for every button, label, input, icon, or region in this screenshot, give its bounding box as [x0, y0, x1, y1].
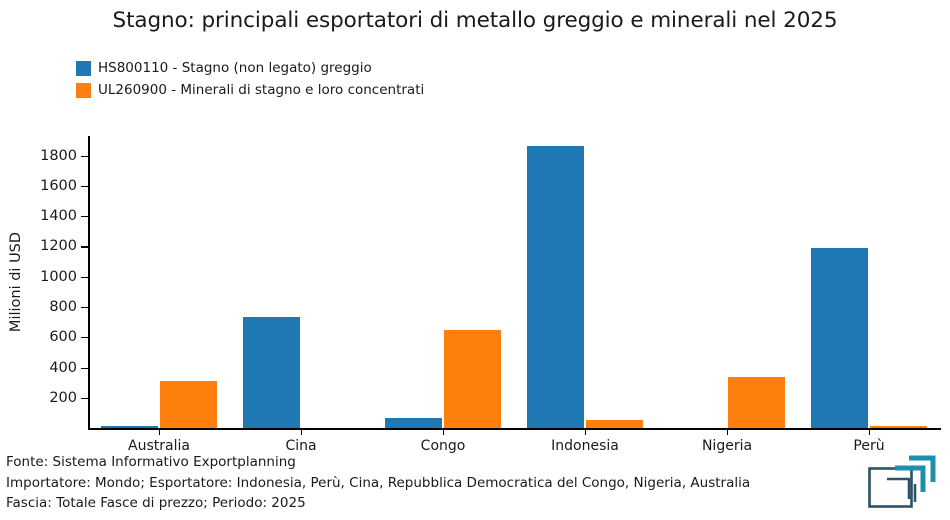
legend-swatch-icon — [76, 82, 91, 98]
bar-australia-series-2[interactable] — [160, 381, 218, 428]
x-axis-tick — [301, 428, 303, 435]
y-axis-tick — [81, 367, 88, 369]
bar-per--series-1[interactable] — [810, 248, 868, 428]
bar-congo-series-1[interactable] — [384, 418, 442, 428]
x-axis-tick-label: Nigeria — [701, 438, 753, 454]
legend-item[interactable]: HS800110 - Stagno (non legato) greggio — [76, 58, 424, 78]
legend-item-label: UL260900 - Minerali di stagno e loro con… — [98, 81, 425, 98]
y-axis-tick-label: 800 — [49, 299, 77, 315]
x-axis-tick-label: Congo — [420, 438, 466, 454]
x-axis-tick — [869, 428, 871, 435]
y-axis-tick-label: 1000 — [40, 268, 77, 285]
x-axis-tick-label: Perù — [853, 438, 885, 454]
bar-congo-series-2[interactable] — [444, 329, 502, 428]
y-axis-tick-label: 1600 — [40, 177, 77, 194]
y-axis-tick-label: 200 — [49, 389, 77, 406]
x-axis-tick — [585, 428, 587, 435]
y-axis-label: Milioni di USD — [8, 231, 24, 333]
y-axis-tick — [81, 276, 88, 278]
y-axis-tick — [81, 337, 88, 339]
x-axis-tick — [727, 428, 729, 435]
footer-line: Importatore: Mondo; Esportatore: Indones… — [6, 474, 751, 491]
y-axis-tick-label: 1200 — [40, 238, 77, 255]
y-axis-tick-label: 1800 — [40, 147, 77, 164]
bar-indonesia-series-1[interactable] — [526, 145, 584, 428]
x-axis-tick — [159, 428, 161, 435]
bar-nigeria-series-2[interactable] — [728, 377, 786, 428]
plot-area: Milioni di USD 200 400 600 800 1000 1200 1400 1… — [8, 136, 941, 454]
y-axis-tick-label: 1400 — [40, 208, 77, 225]
chart-title: Stagno: principali esportatori di metall… — [112, 8, 838, 33]
exportplanning-logo — [865, 455, 937, 511]
legend-item-label: HS800110 - Stagno (non legato) greggio — [98, 59, 372, 76]
y-axis-tick — [81, 216, 88, 218]
bar-cina-series-1[interactable] — [242, 316, 300, 428]
footer-line: Fonte: Sistema Informativo Exportplannin… — [6, 454, 296, 470]
x-axis-spine — [87, 428, 941, 430]
x-axis-tick — [443, 428, 445, 435]
y-axis-spine — [88, 136, 90, 428]
x-axis-tick-label: Cina — [285, 438, 317, 454]
x-axis-tick-label: Australia — [128, 438, 190, 454]
y-axis-tick — [81, 397, 88, 399]
y-axis-tick — [81, 246, 88, 248]
legend-item[interactable]: UL260900 - Minerali di stagno e loro con… — [76, 80, 424, 100]
bar-australia-series-1[interactable] — [100, 426, 158, 428]
x-axis-tick-label: Indonesia — [551, 438, 619, 454]
footer-notes: Fonte: Sistema Informativo Exportplannin… — [6, 452, 750, 514]
legend-swatch-icon — [76, 60, 91, 76]
y-axis-tick — [81, 307, 88, 309]
footer-line: Fascia: Totale Fasce di prezzo; Periodo:… — [6, 495, 306, 511]
bar-per--series-2[interactable] — [870, 426, 928, 428]
y-axis-tick — [81, 185, 88, 188]
bar-indonesia-series-2[interactable] — [586, 419, 644, 428]
chart-legend: HS800110 - Stagno (non legato) greggio UL… — [76, 58, 424, 102]
y-axis-tick — [81, 155, 88, 157]
y-axis-tick-label: 600 — [49, 329, 77, 346]
y-axis-tick-label: 400 — [49, 359, 77, 376]
